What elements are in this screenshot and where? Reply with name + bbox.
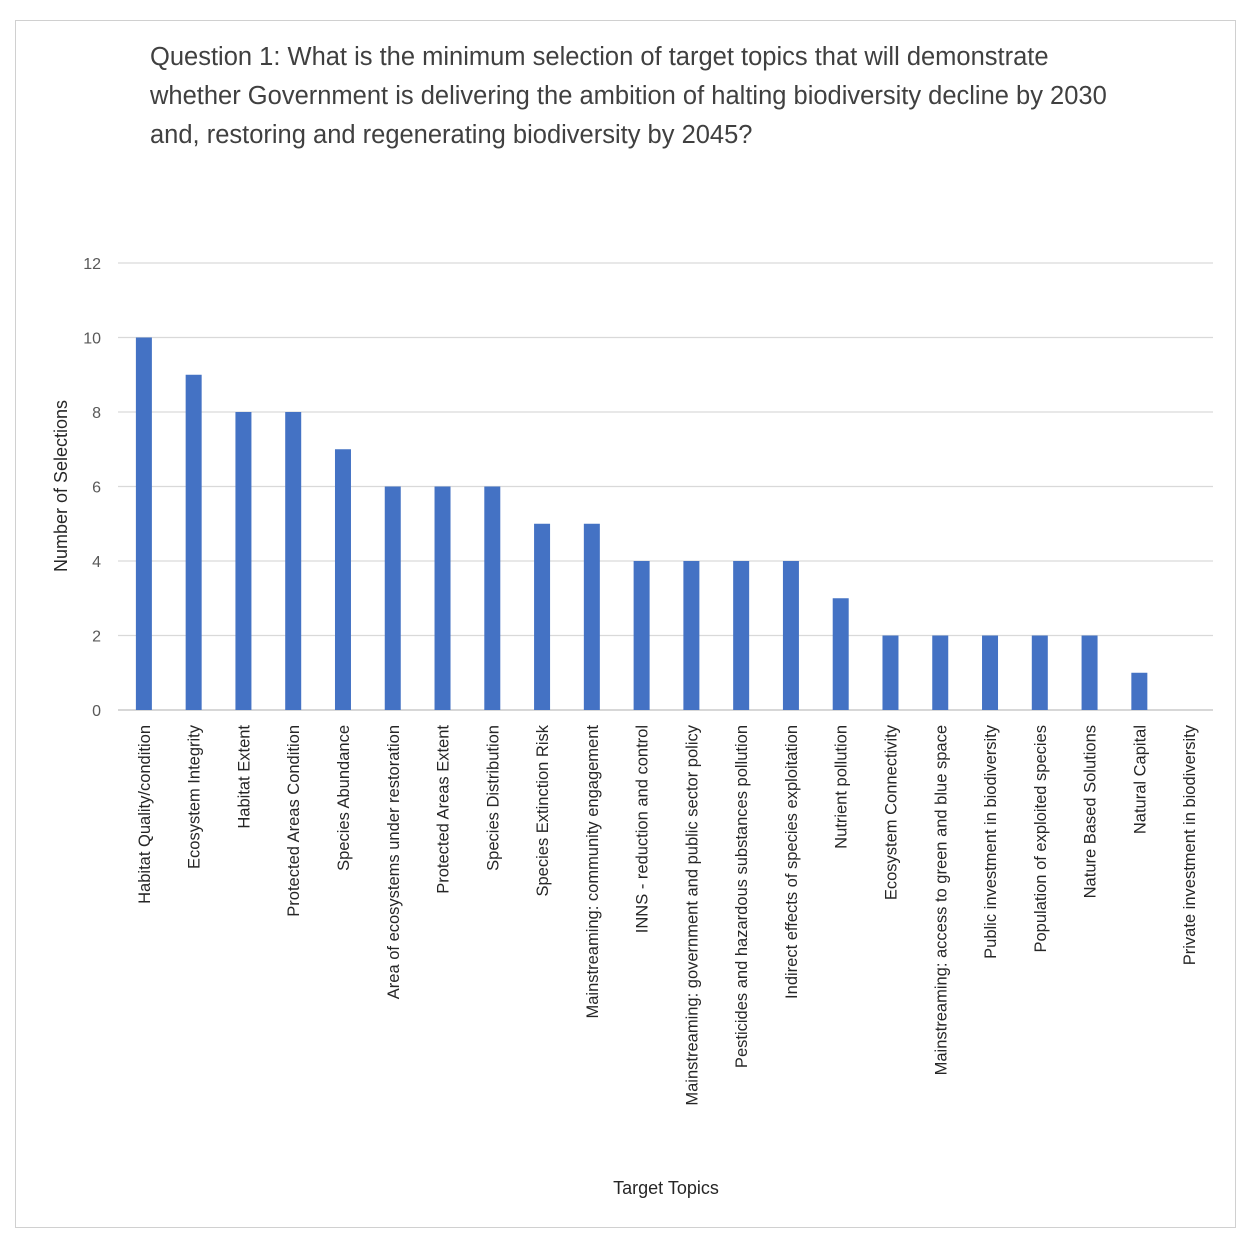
bar (982, 635, 999, 710)
y-tick-label: 0 (92, 703, 101, 720)
bar (782, 561, 799, 710)
bar (384, 486, 401, 710)
x-tick-label: Indirect effects of species exploitation (783, 725, 801, 999)
y-axis-label: Number of Selections (51, 400, 71, 572)
bar (484, 486, 501, 710)
chart-title: Question 1: What is the minimum selectio… (150, 43, 1107, 149)
x-tick-label: Private investment in biodiversity (1181, 724, 1199, 965)
x-axis-label: Target Topics (613, 1178, 719, 1198)
x-tick-label: INNS - reduction and control (634, 725, 652, 933)
chart-frame (15, 20, 1236, 1228)
x-tick-label: Nutrient pollution (833, 725, 851, 849)
x-tick-label: Natural Capital (1131, 725, 1149, 834)
bar (534, 523, 551, 710)
x-tick-label: Protected Areas Condition (285, 725, 303, 917)
x-tick-label: Species Distribution (484, 725, 502, 871)
x-tick-label: Area of ecosystems under restoration (385, 725, 403, 999)
y-tick-label: 8 (92, 405, 101, 422)
x-tick-label: Mainstreaming: access to green and blue … (932, 725, 950, 1075)
y-tick-label: 2 (92, 629, 101, 646)
bar (1131, 672, 1148, 710)
x-tick-label: Ecosystem Integrity (186, 724, 204, 869)
bar (832, 598, 849, 710)
bar (1031, 635, 1048, 710)
y-tick-label: 10 (83, 331, 101, 348)
x-tick-label: Mainstreaming: community engagement (584, 725, 602, 1019)
x-tick-label: Nature Based Solutions (1082, 725, 1100, 898)
x-tick-label: Species Extinction Risk (534, 724, 552, 896)
bar (185, 374, 202, 710)
x-tick-label: Species Abundance (335, 725, 353, 871)
bar (334, 449, 351, 710)
bar (882, 635, 899, 710)
x-tick-label: Pesticides and hazardous substances poll… (733, 725, 751, 1068)
bar (932, 635, 949, 710)
x-tick-label: Habitat Extent (235, 725, 253, 829)
bar (733, 561, 750, 710)
bar (1081, 635, 1098, 710)
y-tick-label: 6 (92, 480, 101, 497)
bar (583, 523, 600, 710)
bar (633, 561, 650, 710)
bar (683, 561, 700, 710)
x-tick-label: Public investment in biodiversity (982, 724, 1000, 959)
x-tick-label: Protected Areas Extent (435, 725, 453, 894)
y-tick-label: 12 (83, 256, 101, 273)
x-tick-label: Habitat Quality/condition (136, 725, 154, 904)
bar (135, 337, 152, 710)
x-tick-label: Ecosystem Connectivity (882, 724, 900, 900)
x-tick-label: Population of exploited species (1032, 725, 1050, 953)
bar (235, 412, 252, 710)
bar (434, 486, 451, 710)
x-tick-label: Mainstreaming: government and public sec… (683, 724, 701, 1105)
y-tick-label: 4 (92, 554, 101, 571)
bar (285, 412, 302, 710)
